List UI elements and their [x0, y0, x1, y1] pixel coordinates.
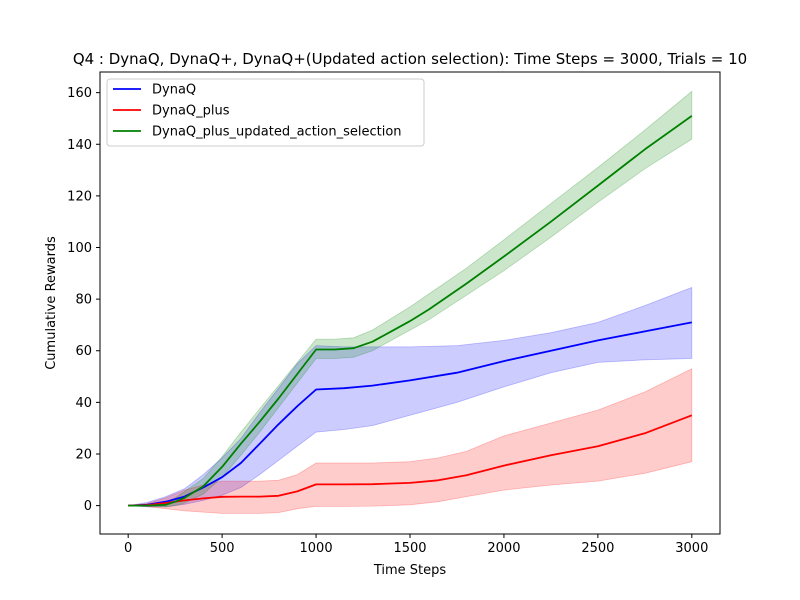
legend-entry-label: DynaQ_plus: [152, 104, 230, 119]
line-dynaq-plus: [128, 414, 693, 507]
legend-box: [106, 78, 425, 147]
legend: DynaQ DynaQ_plus DynaQ_plus_updated_action…: [106, 78, 425, 147]
y-tick-label: 0: [84, 499, 92, 514]
line-dynaq-plus-updated-action-selection: [128, 115, 693, 507]
x-axis-label: Time Steps: [373, 563, 447, 578]
y-tick-label: 60: [75, 344, 92, 359]
legend-entry-label: DynaQ_plus_updated_action_selection: [152, 125, 402, 140]
band-dynaq-plus-updated-action-selection: [128, 90, 693, 508]
series-lines: [128, 115, 693, 507]
y-tick-label: 120: [67, 189, 92, 204]
y-tick-label: 40: [75, 396, 92, 411]
x-tick-label: 1500: [393, 541, 426, 556]
y-axis-label: Cumulative Rewards: [44, 236, 59, 370]
y-tick-label: 160: [67, 86, 92, 101]
y-tick-label: 20: [75, 447, 92, 462]
x-tick-label: 2500: [581, 541, 614, 556]
y-axis-ticks: 0 20 40 60 80 100 120 140 160: [67, 86, 100, 514]
x-axis-ticks: 0 500 1000 1500 2000 2500 3000: [124, 534, 708, 556]
y-tick-label: 140: [67, 138, 92, 153]
chart-title: Q4 : DynaQ, DynaQ+, DynaQ+(Updated actio…: [73, 50, 747, 68]
band-dynaq-plus: [128, 368, 693, 514]
y-tick-label: 80: [75, 293, 92, 308]
x-tick-label: 1000: [300, 541, 333, 556]
x-tick-label: 0: [124, 541, 132, 556]
x-tick-label: 3000: [675, 541, 708, 556]
y-tick-label: 100: [67, 241, 92, 256]
x-tick-label: 500: [210, 541, 235, 556]
legend-entry-label: DynaQ: [152, 83, 196, 98]
x-tick-label: 2000: [487, 541, 520, 556]
